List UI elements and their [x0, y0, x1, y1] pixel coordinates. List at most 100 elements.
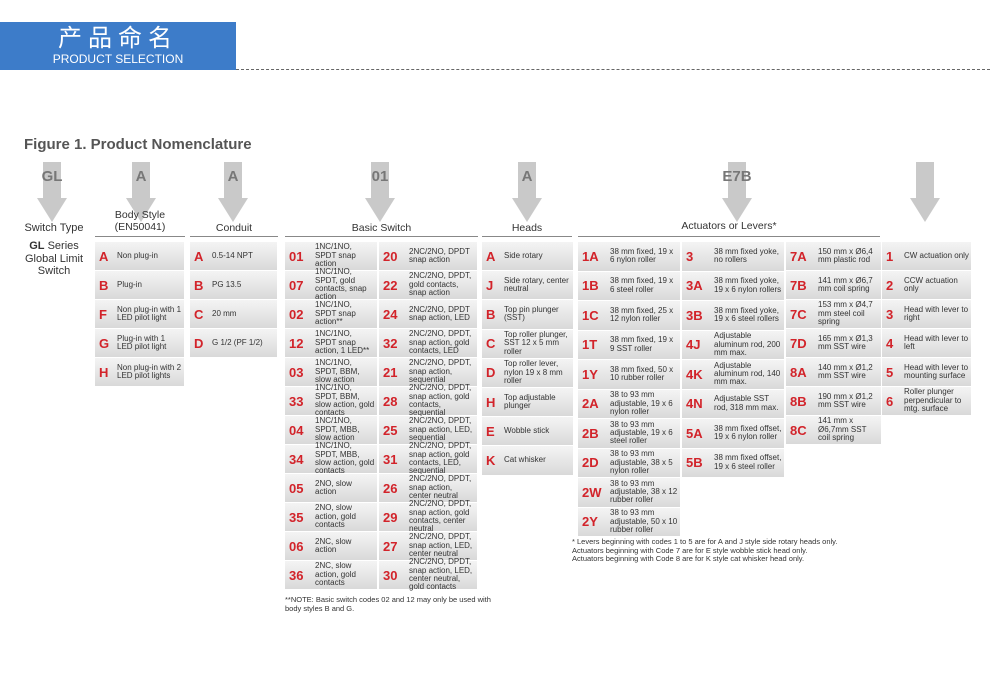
- option-cell: 21 2NC/2NO, DPDT, snap action, sequential: [379, 358, 478, 387]
- option-cell: K Cat whisker: [482, 446, 574, 476]
- option-code: 04: [289, 422, 304, 438]
- option-text: Wobble stick: [504, 426, 550, 436]
- option-code: A: [486, 248, 496, 264]
- option-cell: 1A 38 mm fixed, 19 x 6 nylon roller: [578, 242, 681, 272]
- switch-type-heading: Switch Type: [24, 222, 84, 234]
- arrow: [37, 162, 67, 222]
- option-cell: 35 2NO, slow action, gold contacts: [285, 503, 378, 532]
- option-code: 7D: [790, 335, 807, 351]
- option-text: 2NC/2NO, DPDT, snap action, LED, center …: [409, 557, 473, 592]
- option-code: 5B: [686, 455, 703, 471]
- option-code: J: [486, 277, 494, 293]
- option-text: Plug-in with 1 LED pilot light: [117, 333, 167, 351]
- option-text: 1NC/1NO, SPDT snap action, 1 LED**: [315, 329, 370, 356]
- option-text: 2NC/2NO, DPDT, snap action, center neutr…: [409, 474, 472, 501]
- banner: 产品命名 PRODUCT SELECTION: [0, 22, 236, 70]
- option-text: 150 mm x Ø6,4 mm plastic rod: [818, 246, 873, 264]
- heading-rule: [578, 236, 880, 237]
- option-text: 1NC/1NO, SPDT snap action**: [315, 300, 356, 327]
- arrow: [218, 162, 248, 222]
- option-text: 2NO, slow action, gold contacts: [315, 503, 356, 530]
- option-code: 5A: [686, 425, 703, 441]
- option-code: D: [194, 335, 204, 351]
- option-text: 141 mm x Ø6,7 mm coil spring: [818, 275, 873, 293]
- option-text: 2NC/2NO, DPDT, gold contacts, snap actio…: [409, 271, 472, 298]
- top-code: A: [521, 168, 533, 185]
- heading-rule: [95, 236, 185, 237]
- option-cell: 27 2NC/2NO, DPDT, snap action, LED, cente…: [379, 532, 478, 561]
- option-code: 1: [886, 248, 894, 264]
- option-cell: 2 CCW actuation only: [882, 271, 972, 300]
- option-cell: B PG 13.5: [190, 271, 278, 300]
- switch-type: GL Series Global Limit Switch: [22, 240, 86, 278]
- option-cell: A Non plug-in: [95, 242, 185, 271]
- option-text: 1NC/1NO, SPDT, BBM, slow action: [315, 358, 360, 385]
- option-text: 20 mm: [212, 308, 237, 318]
- option-text: 141 mm x Ø6,7mm SST coil spring: [818, 416, 867, 443]
- option-cell: 2Y 38 to 93 mm adjustable, 50 x 10 rubber…: [578, 507, 681, 537]
- option-cell: 7A 150 mm x Ø6,4 mm plastic rod: [786, 242, 882, 271]
- option-code: 4K: [686, 366, 703, 382]
- option-code: 6: [886, 393, 894, 409]
- option-cell: 8B 190 mm x Ø1,2 mm SST wire: [786, 387, 882, 416]
- option-code: 02: [289, 306, 304, 322]
- figure-title: Figure 1. Product Nomenclature: [24, 136, 252, 153]
- option-code: 26: [383, 480, 398, 496]
- option-cell: 7D 165 mm x Ø1,3 mm SST wire: [786, 329, 882, 358]
- option-code: E: [486, 423, 495, 439]
- option-code: 25: [383, 422, 398, 438]
- option-code: 33: [289, 393, 304, 409]
- option-code: 35: [289, 509, 304, 525]
- option-text: Cat whisker: [504, 455, 546, 465]
- option-cell: 5A 38 mm fixed offset, 19 x 6 nylon rolle…: [682, 419, 785, 449]
- option-cell: 3 Head with lever to right: [882, 300, 972, 329]
- option-text: Head with lever to mounting surface: [904, 362, 969, 380]
- option-cell: A 0.5-14 NPT: [190, 242, 278, 271]
- option-code: 8A: [790, 364, 807, 380]
- option-cell: 36 2NC, slow action, gold contacts: [285, 561, 378, 590]
- option-text: 2NC, slow action, gold contacts: [315, 561, 356, 588]
- option-cell: F Non plug-in with 1 LED pilot light: [95, 300, 185, 329]
- option-cell: G Plug-in with 1 LED pilot light: [95, 329, 185, 358]
- option-cell: 3B 38 mm fixed yoke, 19 x 6 steel rollers: [682, 301, 785, 331]
- option-text: 0.5-14 NPT: [212, 250, 253, 260]
- arrow: [126, 162, 156, 222]
- top-code: GL: [41, 168, 63, 185]
- option-text: 2NC/2NO, DPDT, snap action, LED, center …: [409, 532, 473, 559]
- top-code: E7B: [722, 168, 752, 185]
- option-text: Roller plunger perpendicular to mtg. sur…: [904, 387, 962, 414]
- option-text: Top adjustable plunger: [504, 392, 556, 411]
- option-cell: B Plug-in: [95, 271, 185, 300]
- arrow: [365, 162, 395, 222]
- option-code: 3: [886, 306, 894, 322]
- option-text: Non plug-in: [117, 250, 158, 260]
- option-cell: 5 Head with lever to mounting surface: [882, 358, 972, 387]
- option-cell: 4 Head with lever to left: [882, 329, 972, 358]
- option-cell: 04 1NC/1NO, SPDT, MBB, slow action: [285, 416, 378, 445]
- option-text: 38 mm fixed, 25 x 12 nylon roller: [610, 305, 674, 324]
- option-code: 2A: [582, 396, 599, 412]
- option-cell: 4N Adjustable SST rod, 318 mm max.: [682, 389, 785, 419]
- option-cell: 26 2NC/2NO, DPDT, snap action, center neu…: [379, 474, 478, 503]
- option-code: 20: [383, 248, 398, 264]
- option-text: CW actuation only: [904, 250, 969, 260]
- arrows: [37, 162, 940, 222]
- option-cell: 4K Adjustable aluminum rod, 140 mm max.: [682, 360, 785, 390]
- option-code: 27: [383, 538, 398, 554]
- option-cell: 7C 153 mm x Ø4,7 mm steel coil spring: [786, 300, 882, 329]
- option-code: 29: [383, 509, 398, 525]
- option-code: 8C: [790, 422, 807, 438]
- option-text: Head with lever to right: [904, 304, 969, 322]
- option-cell: 20 2NC/2NO, DPDT snap action: [379, 242, 478, 271]
- option-text: 38 to 93 mm adjustable, 50 x 10 rubber r…: [610, 508, 678, 534]
- option-code: 07: [289, 277, 304, 293]
- option-cell: 31 2NC/2NO, DPDT, snap action, gold conta…: [379, 442, 478, 475]
- option-code: 06: [289, 538, 304, 554]
- column-heading: Body Style (EN50041): [114, 209, 166, 233]
- option-code: A: [194, 248, 204, 264]
- option-text: 190 mm x Ø1,2 mm SST wire: [818, 391, 873, 409]
- option-cell: 28 2NC/2NO, DPDT, snap action, gold conta…: [379, 384, 478, 417]
- option-text: 38 mm fixed, 19 x 6 nylon roller: [610, 246, 674, 265]
- option-text: Top roller lever, nylon 19 x 8 mm roller: [504, 359, 563, 386]
- option-cell: 30 2NC/2NO, DPDT, snap action, LED, cente…: [379, 557, 478, 592]
